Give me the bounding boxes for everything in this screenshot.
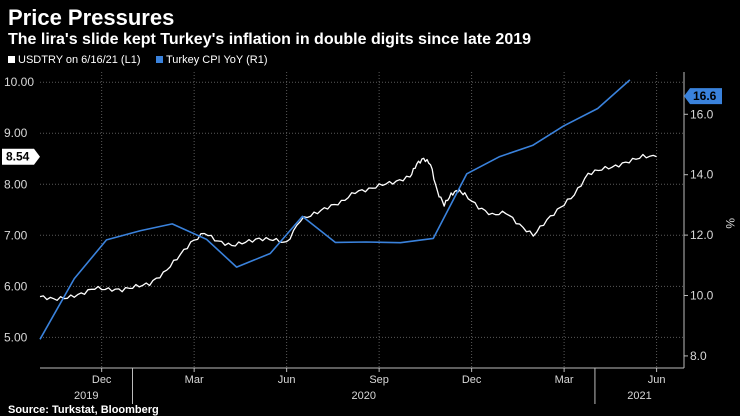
left-tick-label: 5.00 — [4, 330, 28, 344]
series-line-usdtry — [39, 153, 657, 301]
x-year-label: 2021 — [627, 390, 651, 402]
x-tick-label: Mar — [555, 374, 574, 386]
badge-usdtry-value: 8.54 — [6, 150, 30, 164]
last-value-badge-usdtry: 8.54 — [2, 148, 40, 165]
chart-title: Price Pressures — [8, 5, 174, 30]
right-tick-label: 14.0 — [690, 168, 714, 182]
left-tick-label: 7.00 — [4, 228, 28, 242]
x-tick-label: Sep — [369, 374, 389, 386]
legend-swatch-usdtry — [8, 56, 15, 63]
x-tick-label: Dec — [462, 374, 482, 386]
right-tick-label: 12.0 — [690, 228, 714, 242]
last-value-badge-cpi: 16.6 — [684, 88, 722, 105]
chart-subtitle: The lira's slide kept Turkey's inflation… — [8, 31, 531, 48]
legend-label-usdtry: USDTRY on 6/16/21 (L1) — [18, 54, 141, 66]
x-tick-label: Mar — [185, 374, 204, 386]
source-note: Source: Turkstat, Bloomberg — [8, 404, 159, 416]
right-axis-label: % — [723, 218, 737, 229]
gridlines — [40, 72, 684, 368]
left-tick-label: 6.00 — [4, 279, 28, 293]
x-tick-label: Jun — [278, 374, 296, 386]
left-tick-label: 10.00 — [4, 75, 34, 89]
legend: USDTRY on 6/16/21 (L1) Turkey CPI YoY (R… — [8, 54, 268, 66]
right-tick-label: 16.0 — [690, 107, 714, 121]
x-year-label: 2020 — [351, 390, 375, 402]
left-tick-label: 8.00 — [4, 177, 28, 191]
legend-label-cpi: Turkey CPI YoY (R1) — [166, 54, 268, 66]
badge-cpi-value: 16.6 — [693, 89, 717, 103]
x-year-label: 2019 — [74, 390, 98, 402]
right-tick-label: 10.0 — [690, 289, 714, 303]
series-line-cpi — [39, 79, 631, 340]
legend-swatch-cpi — [156, 56, 163, 63]
x-axis: Dec Mar Jun Sep Dec Mar Jun 2019 2020 2021 — [40, 72, 685, 404]
right-axis-ticks: 8.0 10.0 12.0 14.0 16.0 — [684, 107, 714, 363]
left-axis-ticks: 5.00 6.00 7.00 8.00 9.00 10.00 — [4, 75, 34, 344]
right-tick-label: 8.0 — [690, 349, 707, 363]
left-tick-label: 9.00 — [4, 126, 28, 140]
badge-cpi-shape — [684, 88, 722, 105]
x-tick-label: Jun — [648, 374, 666, 386]
badge-usdtry-shape — [2, 148, 40, 165]
x-tick-label: Dec — [92, 374, 112, 386]
